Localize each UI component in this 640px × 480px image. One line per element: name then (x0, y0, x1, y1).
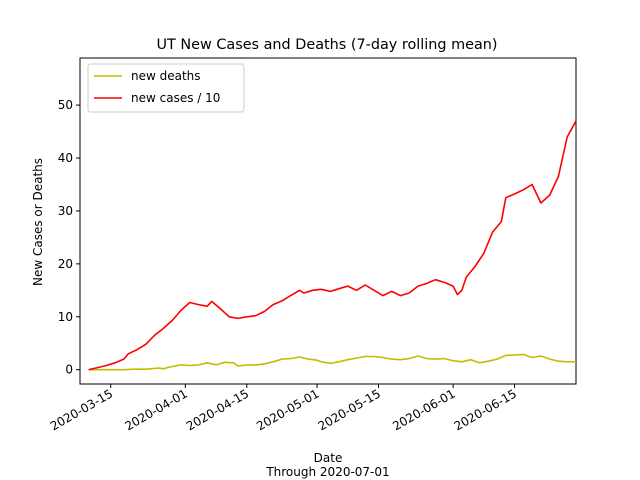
chart-title: UT New Cases and Deaths (7-day rolling m… (156, 37, 497, 53)
y-ticks: 0 10 20 30 40 50 (58, 98, 80, 377)
x-tick-label: 2020-03-15 (48, 386, 115, 433)
x-tick-label: 2020-04-15 (184, 386, 251, 433)
y-tick-label: 30 (58, 204, 73, 218)
legend-label-deaths: new deaths (131, 69, 201, 83)
y-tick-label: 20 (58, 257, 73, 271)
legend-label-cases: new cases / 10 (131, 91, 220, 105)
x-tick-label: 2020-06-15 (452, 386, 519, 433)
x-tick-label: 2020-06-01 (390, 386, 457, 433)
y-tick-label: 50 (58, 98, 73, 112)
series-line-new-cases (88, 120, 577, 371)
y-tick-label: 0 (65, 363, 73, 377)
x-axis-label: Date (314, 451, 343, 465)
plot-frame (79, 57, 577, 385)
x-tick-label: 2020-05-01 (254, 386, 321, 433)
x-axis-sublabel: Through 2020-07-01 (265, 465, 389, 479)
series-line-new-deaths (88, 353, 576, 371)
x-tick-label: 2020-04-01 (122, 386, 189, 433)
y-tick-label: 40 (58, 151, 73, 165)
legend-box (87, 63, 245, 113)
y-tick-label: 10 (58, 310, 73, 324)
axes (79, 57, 577, 385)
legend: new deaths new cases / 10 (87, 63, 245, 113)
series-lines (88, 120, 577, 371)
x-tick-label: 2020-05-15 (316, 386, 383, 433)
y-axis-label: New Cases or Deaths (31, 158, 45, 286)
